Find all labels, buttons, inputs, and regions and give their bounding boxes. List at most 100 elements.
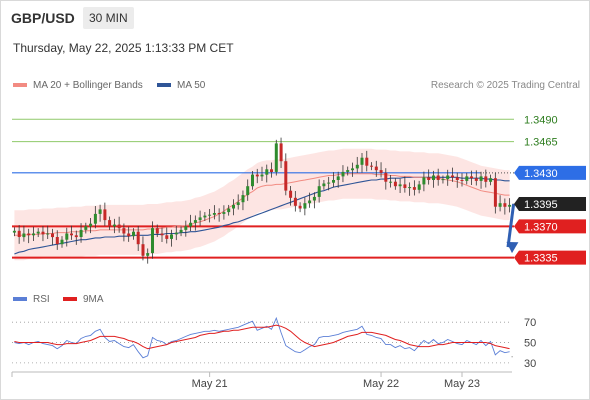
rsi-line — [14, 316, 510, 359]
candle-body — [136, 231, 140, 245]
candle-body — [84, 226, 88, 230]
candle-body — [251, 174, 254, 187]
candle-body — [260, 174, 264, 177]
timeframe-button[interactable]: 30 MIN — [83, 7, 134, 29]
candle-body — [146, 253, 150, 256]
candle-body — [74, 235, 78, 238]
candle-body — [436, 175, 440, 180]
candle-body — [293, 197, 297, 206]
candle-body — [151, 228, 154, 254]
level-label-1: 1.3465 — [524, 137, 558, 149]
legend-9ma-label: 9MA — [83, 294, 104, 305]
candle-body — [103, 209, 107, 221]
level-label-3: 1.3395 — [524, 199, 558, 211]
candle-body — [179, 229, 183, 233]
candle-body — [108, 220, 112, 227]
candle-body — [303, 203, 307, 209]
candle-body — [170, 234, 173, 239]
candle-body — [232, 204, 235, 209]
legend-ma20-bb: MA 20 + Bollinger Bands — [13, 80, 143, 91]
candle-body — [184, 226, 188, 230]
candle-body — [493, 178, 497, 207]
projection-arrow-shaft — [506, 203, 516, 248]
legend-ma20-label: MA 20 + Bollinger Bands — [33, 80, 143, 91]
candle-body — [427, 177, 431, 180]
candle-body — [289, 190, 293, 198]
candle-body — [174, 232, 178, 235]
candle-body — [460, 180, 464, 181]
candle-body — [141, 244, 145, 256]
copyright-text: Research © 2025 Trading Central — [430, 80, 580, 91]
candle-body — [470, 176, 473, 179]
candle-body — [203, 215, 207, 218]
candle-body — [55, 237, 59, 245]
candle-body — [374, 166, 378, 171]
candle-body — [441, 179, 445, 181]
candle-body — [489, 178, 493, 182]
candle-body — [403, 184, 407, 188]
candle-body — [241, 195, 245, 203]
candle-body — [217, 213, 221, 214]
candle-body — [46, 233, 50, 235]
level-label-2: 1.3430 — [524, 168, 558, 180]
legend-ma50: MA 50 — [157, 80, 205, 91]
candle-body — [70, 233, 73, 236]
candle-body — [155, 228, 159, 234]
candle-body — [208, 214, 212, 216]
candle-body — [12, 230, 16, 233]
candle-body — [279, 143, 283, 162]
candle-body — [351, 168, 354, 171]
candle-body — [479, 176, 483, 181]
candle-body — [465, 176, 469, 181]
x-tick-label-2: May 23 — [444, 378, 480, 390]
candle-body — [227, 208, 231, 213]
legend-ma50-label: MA 50 — [177, 80, 206, 91]
candle-body — [284, 161, 288, 191]
x-tick-label-0: May 21 — [192, 378, 228, 390]
rsi-swatch — [13, 297, 27, 302]
candle-body — [308, 200, 312, 204]
ma50-swatch — [157, 83, 171, 88]
bollinger-band — [14, 148, 510, 261]
level-box-2 — [514, 165, 586, 180]
rsi-tick-70: 70 — [524, 317, 536, 329]
candle-body — [51, 233, 54, 238]
candle-body — [336, 176, 340, 180]
candle-body — [408, 187, 412, 189]
candle-body — [222, 212, 226, 214]
candle-body — [98, 209, 102, 214]
level-box-5 — [514, 250, 586, 265]
candle-body — [389, 181, 393, 183]
candle-body — [17, 230, 21, 237]
candle-body — [236, 202, 240, 205]
candle-body — [189, 222, 193, 227]
candle-body — [355, 164, 359, 169]
rsi-tick-50: 50 — [524, 338, 536, 350]
candle-body — [127, 233, 131, 237]
candle-body — [32, 233, 35, 236]
candle-body — [474, 178, 478, 181]
legend-rsi: RSI — [13, 294, 50, 305]
candle-body — [41, 231, 45, 235]
candle-body — [93, 213, 97, 224]
candle-body — [327, 182, 331, 184]
candle-body — [393, 181, 397, 187]
candle-body — [122, 228, 126, 234]
level-box-3 — [514, 197, 586, 212]
candle-body — [422, 177, 426, 185]
candle-body — [417, 184, 421, 190]
candle-body — [160, 233, 164, 236]
candle-body — [455, 177, 459, 180]
candle-body — [370, 165, 373, 167]
rsi-tick-30: 30 — [524, 358, 536, 370]
chart-header: GBP/USD 30 MIN — [0, 0, 590, 34]
candle-body — [508, 204, 512, 207]
candle-body — [398, 184, 402, 187]
candle-body — [360, 157, 364, 165]
x-tick-label-1: May 22 — [363, 378, 399, 390]
candle-body — [432, 175, 435, 180]
ma20-swatch — [13, 83, 27, 88]
candle-body — [36, 231, 40, 234]
candle-body — [498, 203, 502, 207]
projection-arrow-head — [506, 241, 519, 254]
